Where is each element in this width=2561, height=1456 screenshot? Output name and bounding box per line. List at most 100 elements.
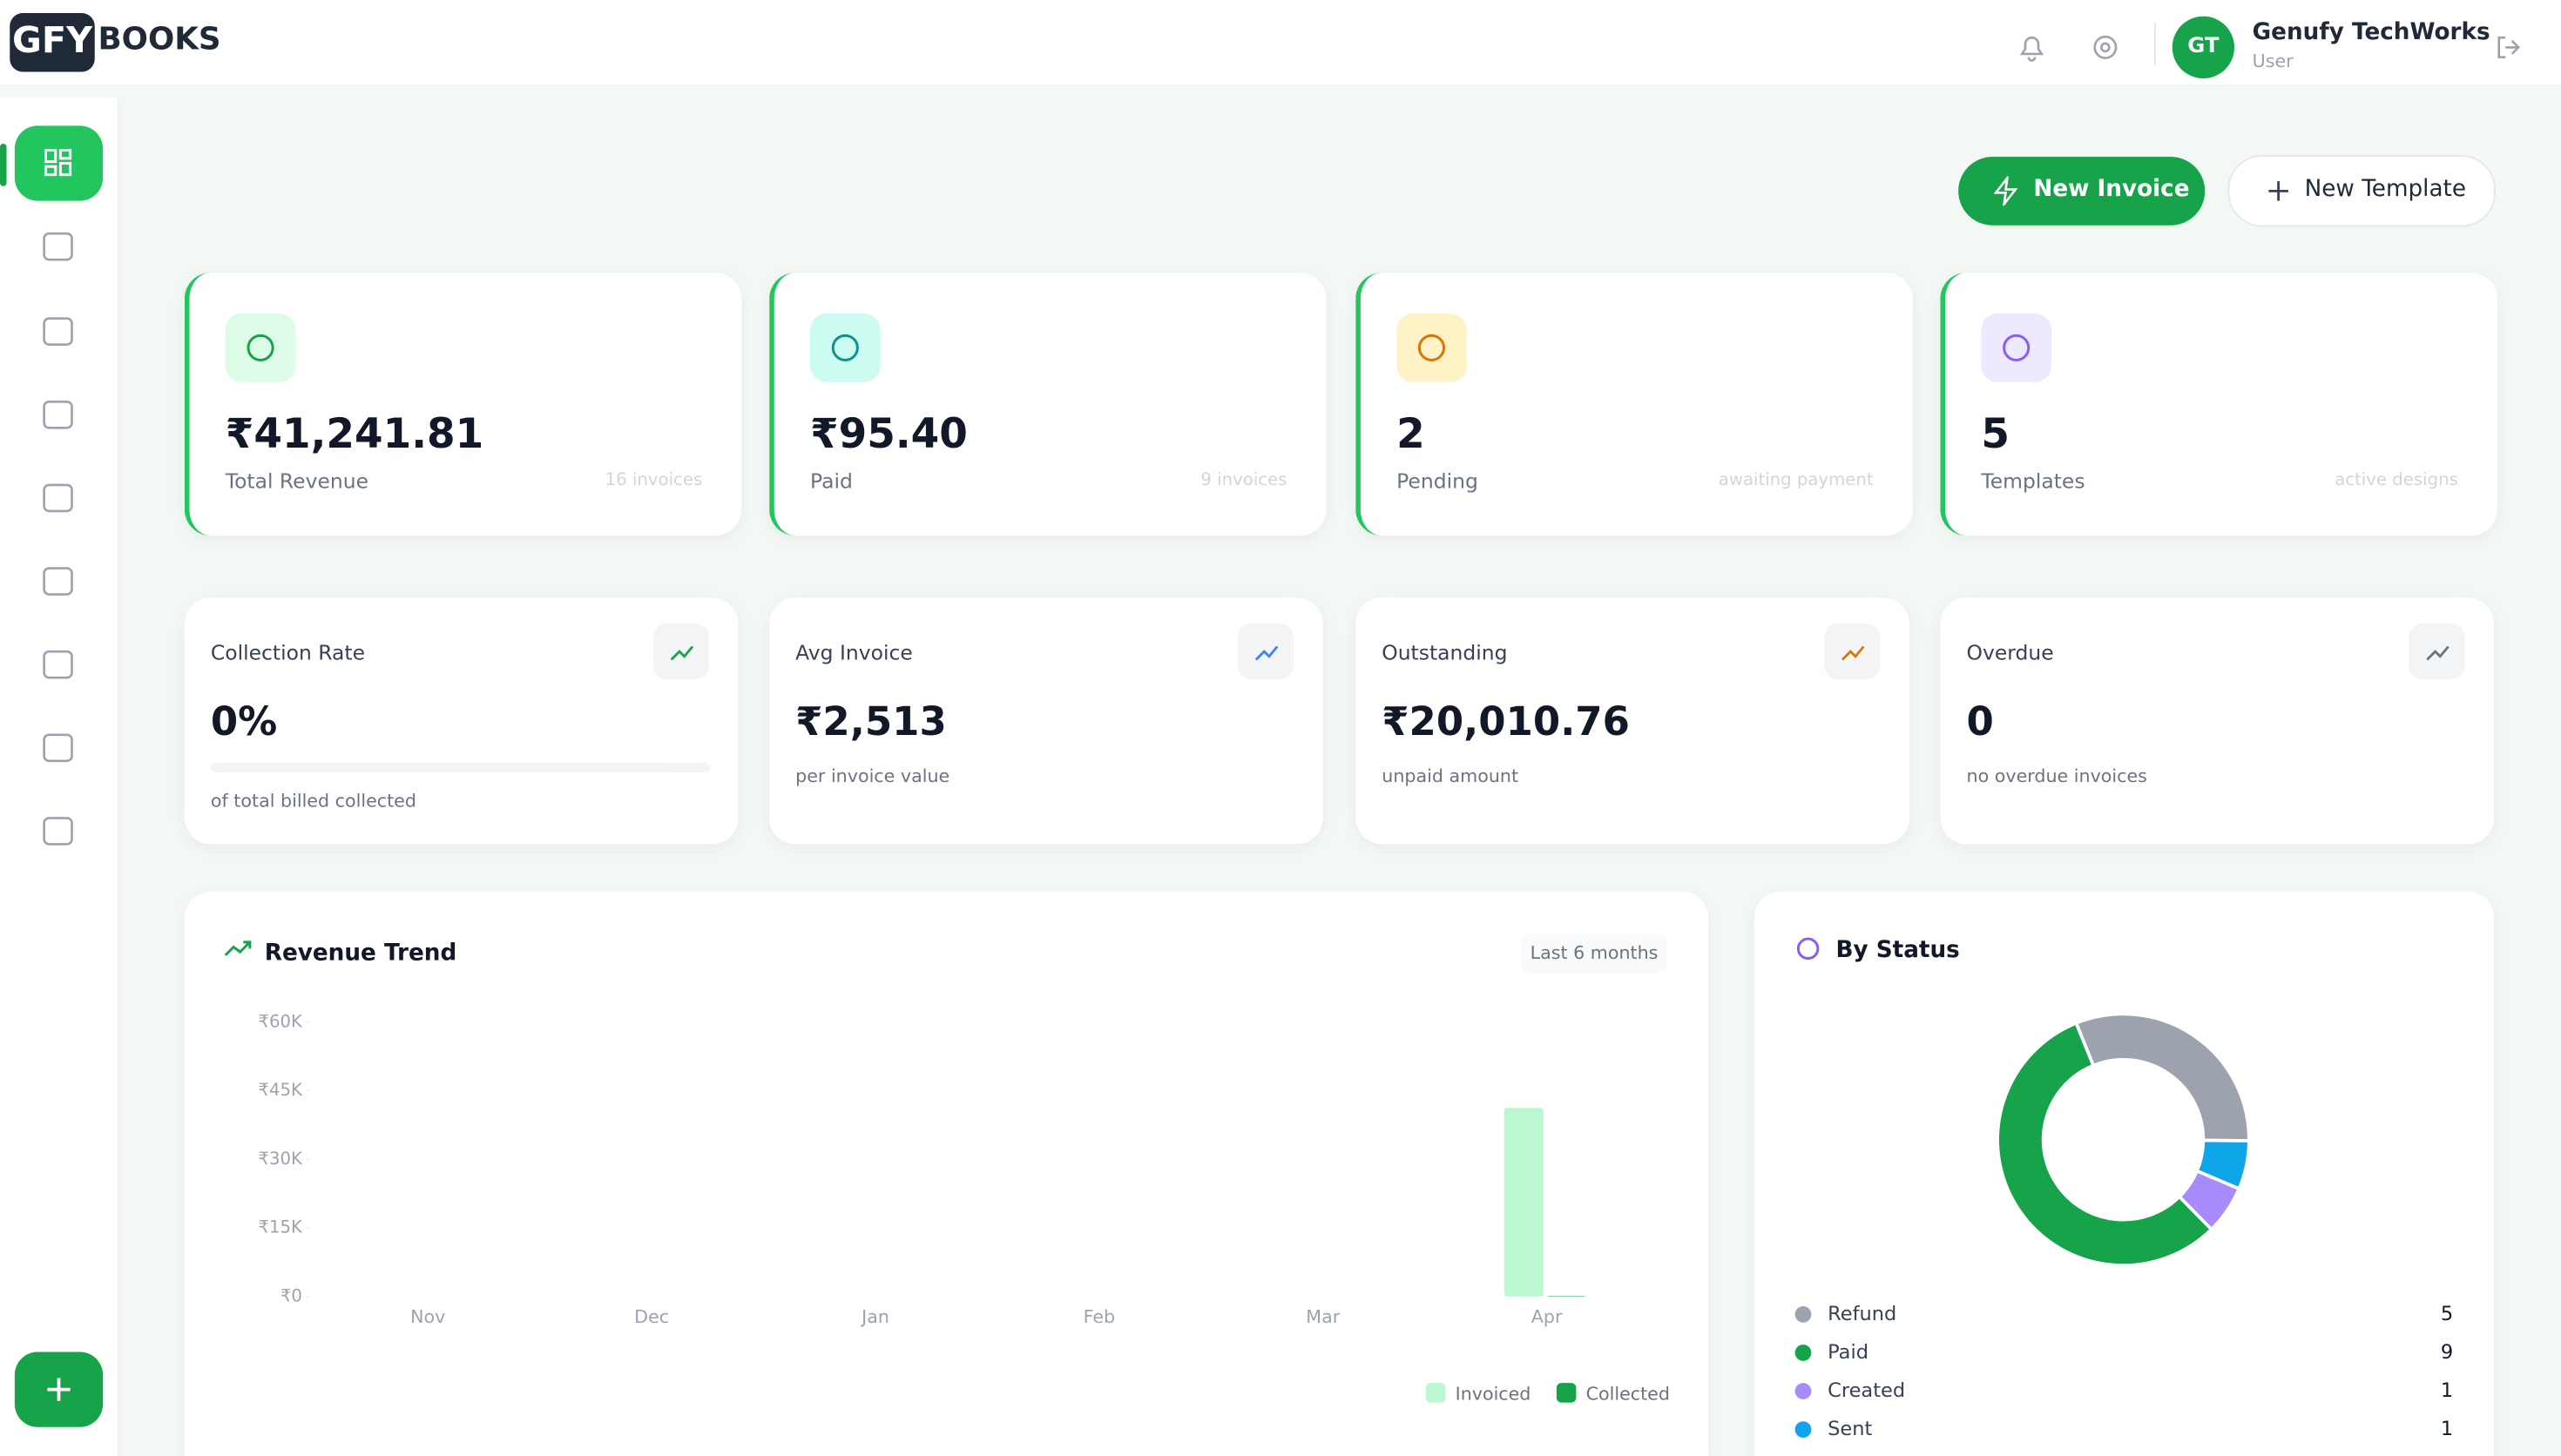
- y-tick-label: ₹30K: [258, 1149, 303, 1169]
- chart-title: By Status: [1836, 937, 1960, 963]
- stat-icon: [810, 313, 881, 382]
- nav-item[interactable]: [43, 232, 73, 261]
- stat-note: awaiting payment: [1718, 470, 1874, 490]
- nav-icon: [43, 650, 73, 679]
- stat-icon: [225, 313, 296, 382]
- metric-subtitle: no overdue invoices: [1966, 765, 2147, 787]
- stat-card: ₹41,241.81 Total Revenue 16 invoices: [184, 273, 742, 536]
- legend-swatch: [1556, 1383, 1577, 1403]
- icon-glyph: [670, 645, 694, 661]
- trend-icon: [224, 940, 252, 956]
- new-invoice-button[interactable]: New Invoice: [1958, 157, 2206, 226]
- legend-label: Paid: [1828, 1341, 1868, 1364]
- metric-title: Outstanding: [1382, 640, 1508, 665]
- stat-label: Templates: [1981, 468, 2085, 494]
- progress-track: [210, 762, 711, 772]
- x-tick-label: Apr: [1531, 1306, 1563, 1327]
- metric-icon: [653, 624, 709, 679]
- y-tick-label: ₹45K: [258, 1080, 303, 1100]
- stat-icon: [1396, 313, 1467, 382]
- stat-card: ₹95.40 Paid 9 invoices: [769, 273, 1327, 536]
- nav-item[interactable]: [43, 567, 73, 596]
- x-tick-label: Jan: [860, 1306, 889, 1327]
- new-template-button[interactable]: New Template: [2227, 155, 2496, 227]
- revenue-trend-panel: Revenue Trend Last 6 months ₹0 ₹15K ₹30K ₹4…: [184, 891, 1709, 1456]
- stat-label: Total Revenue: [225, 468, 369, 494]
- plus-icon: [2268, 181, 2288, 201]
- new-invoice-label: New Invoice: [2033, 176, 2190, 203]
- nav-item[interactable]: [43, 400, 73, 429]
- metric-subtitle: unpaid amount: [1382, 765, 1519, 787]
- legend-dot: [1794, 1345, 1812, 1361]
- icon-glyph: [2003, 334, 2031, 361]
- legend-swatch: [1425, 1383, 1446, 1403]
- avatar[interactable]: GT: [2172, 16, 2234, 78]
- nav-item[interactable]: [43, 650, 73, 679]
- nav-icon: [43, 317, 73, 346]
- icon-shape: [670, 645, 694, 661]
- dashboard-icon: [44, 149, 72, 177]
- metric-title: Avg Invoice: [795, 640, 913, 665]
- icon-shape: [1417, 334, 1445, 361]
- nav-item[interactable]: [43, 483, 73, 513]
- nav-item[interactable]: [43, 317, 73, 346]
- x-tick-label: Mar: [1306, 1306, 1340, 1327]
- x-tick-label: Nov: [410, 1306, 445, 1327]
- icon-shape: [2003, 334, 2031, 361]
- nav-item[interactable]: [43, 733, 73, 763]
- metric-card: Collection Rate 0% of total billed collect…: [184, 597, 739, 845]
- donut-segment: [1996, 1021, 2214, 1267]
- metric-subtitle: per invoice value: [795, 765, 950, 787]
- stat-value: ₹41,241.81: [225, 409, 484, 457]
- icon-shape: [247, 334, 274, 361]
- user-role: User: [2252, 51, 2294, 72]
- stat-label: Pending: [1396, 468, 1478, 494]
- stat-note: 16 invoices: [605, 470, 703, 490]
- metric-value: 0%: [210, 698, 278, 745]
- stat-label: Paid: [810, 468, 853, 494]
- icon-glyph: [2426, 645, 2450, 661]
- metric-title: Overdue: [1966, 640, 2054, 665]
- icon-shape: [1841, 645, 1865, 661]
- active-indicator: [0, 144, 7, 186]
- legend-value: 1: [2441, 1418, 2453, 1440]
- legend-dot: [1794, 1383, 1812, 1399]
- nav-icons: [43, 232, 73, 846]
- nav-item[interactable]: [43, 817, 73, 846]
- metric-value: ₹20,010.76: [1382, 698, 1630, 745]
- stat-value: ₹95.40: [810, 409, 968, 457]
- bar: [1546, 1296, 1586, 1297]
- y-tick-label: ₹15K: [258, 1217, 303, 1237]
- nav-dashboard[interactable]: [14, 125, 104, 201]
- nav-icon: [43, 817, 73, 846]
- legend-dot: [1794, 1306, 1812, 1323]
- metric-card: Overdue 0 no overdue invoices: [1940, 597, 2495, 845]
- x-tick-label: Dec: [634, 1306, 669, 1327]
- icon-glyph: [1417, 334, 1445, 361]
- nav-icon: [43, 400, 73, 429]
- badge-label: Last 6 months: [1531, 942, 1659, 963]
- new-template-label: New Template: [2304, 176, 2467, 203]
- legend-value: 5: [2441, 1303, 2453, 1325]
- nav-icon: [43, 232, 73, 261]
- stat-note: active designs: [2335, 470, 2458, 490]
- stat-value: 2: [1396, 409, 1425, 457]
- y-tick-label: ₹60K: [258, 1011, 303, 1031]
- bell-icon[interactable]: [2016, 31, 2049, 64]
- by-status-chart: By Status Refund 5 Paid 9 Created 1 Sent 1: [1794, 937, 2453, 1440]
- add-button[interactable]: [14, 1352, 104, 1427]
- stat-card: 2 Pending awaiting payment: [1355, 273, 1913, 536]
- stat-icon: [1981, 313, 2051, 382]
- nav-icon: [43, 483, 73, 513]
- logo-mark[interactable]: GFY: [10, 13, 95, 72]
- badge: [1520, 934, 1668, 974]
- nav-icon: [43, 567, 73, 596]
- legend-label: Sent: [1828, 1418, 1872, 1440]
- logout-icon[interactable]: [2492, 31, 2525, 64]
- metric-value: 0: [1966, 698, 1994, 745]
- settings-icon[interactable]: [2089, 31, 2122, 64]
- icon-glyph: [1254, 645, 1279, 661]
- icon-shape: [831, 334, 859, 361]
- icon-shape: [1254, 645, 1279, 661]
